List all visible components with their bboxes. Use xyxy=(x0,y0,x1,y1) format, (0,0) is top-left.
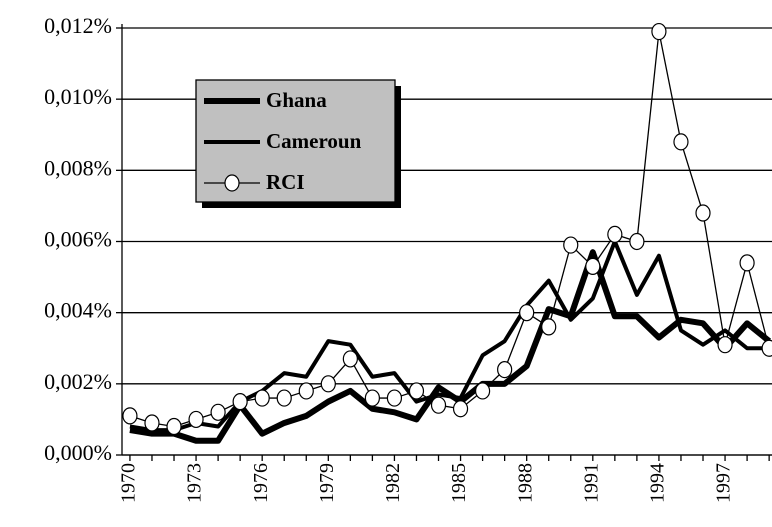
marker xyxy=(585,257,601,276)
marker xyxy=(651,22,667,41)
marker xyxy=(717,336,733,354)
marker xyxy=(408,382,425,400)
x-tick-label: 1997 xyxy=(713,463,735,503)
marker xyxy=(430,396,447,414)
legend-label: Ghana xyxy=(266,88,327,112)
x-tick-label: 1976 xyxy=(250,463,272,503)
legend-label: Cameroun xyxy=(266,129,362,153)
marker xyxy=(210,403,226,421)
marker xyxy=(122,407,138,425)
marker xyxy=(607,225,623,243)
x-tick-label: 1991 xyxy=(580,463,602,503)
marker xyxy=(541,318,557,336)
x-tick-label: 1973 xyxy=(184,463,206,503)
legend-label: RCI xyxy=(266,170,305,194)
y-tick-label: 0,004% xyxy=(44,298,112,323)
marker xyxy=(254,389,270,407)
marker xyxy=(474,382,491,400)
marker xyxy=(739,254,755,272)
marker xyxy=(342,350,358,368)
marker xyxy=(298,382,314,400)
series-line xyxy=(129,249,772,444)
legend: Ghana Cameroun RCI xyxy=(195,79,401,208)
marker xyxy=(386,389,403,407)
marker xyxy=(144,414,160,432)
x-tick-label: 1979 xyxy=(316,463,338,503)
x-tick-label: 1988 xyxy=(514,463,536,503)
marker xyxy=(695,204,711,222)
x-tick-label: 1982 xyxy=(382,463,404,503)
marker xyxy=(276,389,292,407)
marker xyxy=(166,417,182,436)
x-tick-label: 1985 xyxy=(448,463,470,503)
y-tick-label: 0,000% xyxy=(44,440,112,465)
marker xyxy=(673,133,689,151)
series-line xyxy=(129,239,770,433)
y-tick-label: 0,012% xyxy=(44,13,112,38)
marker xyxy=(519,304,535,322)
y-tick-label: 0,002% xyxy=(44,369,112,394)
marker xyxy=(497,361,513,379)
y-tick-label: 0,006% xyxy=(44,227,112,252)
y-tick-label: 0,010% xyxy=(44,84,112,109)
y-tick-label: 0,008% xyxy=(44,155,112,180)
marker xyxy=(188,410,204,429)
marker xyxy=(761,339,772,357)
marker xyxy=(364,389,380,407)
marker xyxy=(629,232,645,251)
marker xyxy=(320,375,336,393)
marker xyxy=(232,393,248,411)
x-tick-label: 1970 xyxy=(118,463,140,503)
legend-marker xyxy=(224,174,240,192)
x-tick-label: 1994 xyxy=(647,463,669,503)
marker xyxy=(563,236,579,254)
marker xyxy=(452,400,469,418)
